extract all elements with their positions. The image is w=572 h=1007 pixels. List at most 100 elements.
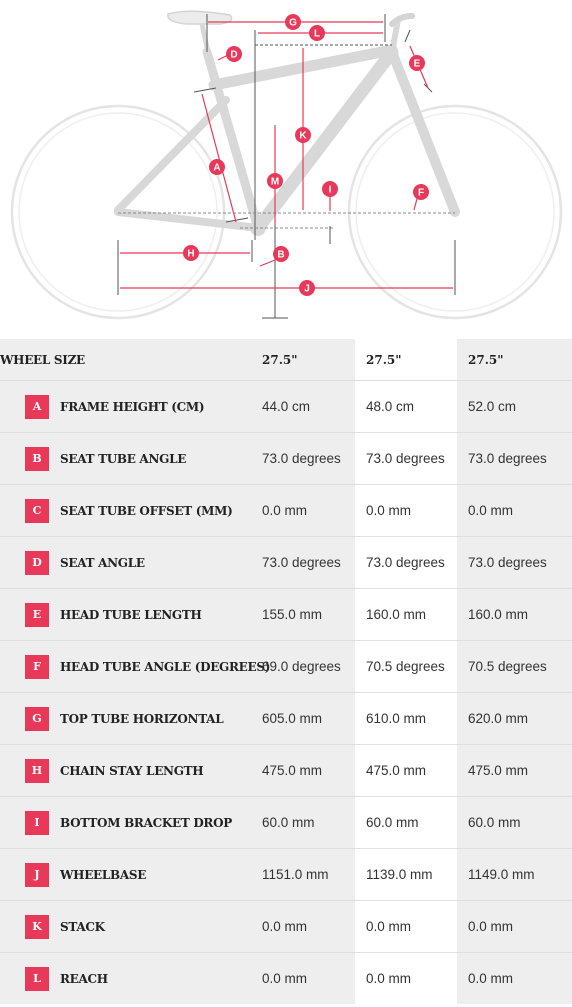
reference-lines bbox=[117, 14, 456, 319]
measurement-key-badge: B bbox=[25, 446, 49, 471]
measurement-value: 0.0 mm bbox=[253, 484, 355, 537]
measurement-value: 1149.0 mm bbox=[457, 848, 572, 901]
marker-d: D bbox=[226, 46, 242, 62]
marker-f: F bbox=[413, 184, 429, 200]
bike-geometry-diagram: G L D E K A M I F H B J bbox=[10, 10, 563, 320]
measurement-value: 475.0 mm bbox=[253, 744, 355, 797]
measurement-value: 73.0 degrees bbox=[253, 432, 355, 485]
measurement-name: C SEAT TUBE OFFSET (MM) bbox=[0, 498, 253, 523]
geometry-table: WHEEL SIZE 27.5" 27.5" 27.5" A FRAME HEIG… bbox=[0, 339, 572, 1004]
wheel-size-value: 27.5" bbox=[457, 339, 572, 381]
measurement-key-badge: F bbox=[25, 654, 49, 679]
marker-a: A bbox=[209, 159, 225, 175]
measurement-value: 475.0 mm bbox=[457, 744, 572, 797]
measurement-name-cell: G TOP TUBE HORIZONTAL bbox=[0, 692, 253, 745]
marker-g-label: G bbox=[289, 18, 297, 29]
measurement-value: 0.0 mm bbox=[355, 484, 457, 537]
measurement-key-badge: E bbox=[25, 602, 49, 627]
marker-a-label: A bbox=[213, 163, 220, 174]
table-row: L REACH 0.0 mm 0.0 mm 0.0 mm bbox=[0, 952, 572, 1004]
measurement-value: 70.5 degrees bbox=[355, 640, 457, 693]
measurement-name: A FRAME HEIGHT (CM) bbox=[0, 394, 253, 419]
marker-l-label: L bbox=[314, 29, 320, 40]
marker-b-label: B bbox=[277, 250, 284, 261]
measurement-value: 475.0 mm bbox=[355, 744, 457, 797]
measurement-name: J WHEELBASE bbox=[0, 862, 253, 887]
measurement-key-badge: G bbox=[25, 706, 49, 731]
marker-h-label: H bbox=[187, 249, 194, 260]
measurement-value: 1151.0 mm bbox=[253, 848, 355, 901]
marker-j-label: J bbox=[304, 284, 310, 295]
geometry-table-body: WHEEL SIZE 27.5" 27.5" 27.5" A FRAME HEIG… bbox=[0, 339, 572, 1004]
measurement-value: 0.0 mm bbox=[457, 900, 572, 953]
measurement-name-cell: I BOTTOM BRACKET DROP bbox=[0, 796, 253, 849]
marker-h: H bbox=[183, 245, 199, 261]
marker-b: B bbox=[273, 246, 289, 262]
measurement-label: STACK bbox=[60, 919, 105, 934]
measurement-value: 69.0 degrees bbox=[253, 640, 355, 693]
measurement-value: 0.0 mm bbox=[355, 952, 457, 1004]
measurement-value: 605.0 mm bbox=[253, 692, 355, 745]
measurement-key-badge: D bbox=[25, 550, 49, 575]
handlebar bbox=[389, 13, 415, 27]
table-row: H CHAIN STAY LENGTH 475.0 mm 475.0 mm 475.0 … bbox=[0, 744, 572, 797]
measurement-name: L REACH bbox=[0, 966, 253, 991]
measurement-name-cell: A FRAME HEIGHT (CM) bbox=[0, 380, 253, 433]
measurement-name-cell: C SEAT TUBE OFFSET (MM) bbox=[0, 484, 253, 537]
measurement-value: 73.0 degrees bbox=[457, 536, 572, 589]
table-row: I BOTTOM BRACKET DROP 60.0 mm 60.0 mm 60.0 m… bbox=[0, 796, 572, 849]
marker-i: I bbox=[322, 181, 338, 197]
table-row: A FRAME HEIGHT (CM) 44.0 cm 48.0 cm 52.0 cm bbox=[0, 380, 572, 433]
measurement-name: G TOP TUBE HORIZONTAL bbox=[0, 706, 253, 731]
measurement-value: 44.0 cm bbox=[253, 380, 355, 433]
table-row: G TOP TUBE HORIZONTAL 605.0 mm 610.0 mm 620.… bbox=[0, 692, 572, 745]
measurement-name-cell: E HEAD TUBE LENGTH bbox=[0, 588, 253, 641]
measurement-name-cell: F HEAD TUBE ANGLE (DEGREES) bbox=[0, 640, 270, 693]
measurement-label: FRAME HEIGHT (CM) bbox=[60, 399, 205, 414]
measurement-value: 52.0 cm bbox=[457, 380, 572, 433]
measurement-key-badge: H bbox=[25, 758, 49, 783]
measurement-name-cell: L REACH bbox=[0, 952, 253, 1004]
wheel-size-value: 27.5" bbox=[253, 339, 355, 381]
measurement-name: D SEAT ANGLE bbox=[0, 550, 253, 575]
marker-g: G bbox=[285, 14, 301, 30]
table-header-row: WHEEL SIZE 27.5" 27.5" 27.5" bbox=[0, 339, 572, 381]
measurement-key-badge: J bbox=[25, 862, 49, 887]
saddle bbox=[167, 10, 233, 53]
measurement-label: WHEELBASE bbox=[60, 867, 147, 882]
measurement-name-cell: B SEAT TUBE ANGLE bbox=[0, 432, 253, 485]
measurement-value: 0.0 mm bbox=[253, 952, 355, 1004]
bike-frame bbox=[114, 17, 460, 236]
measurement-name: H CHAIN STAY LENGTH bbox=[0, 758, 253, 783]
measurement-value: 70.5 degrees bbox=[457, 640, 572, 693]
measurement-label: SEAT ANGLE bbox=[60, 555, 145, 570]
measurement-label: HEAD TUBE LENGTH bbox=[60, 607, 202, 622]
marker-k: K bbox=[295, 127, 311, 143]
measurement-label: CHAIN STAY LENGTH bbox=[60, 763, 204, 778]
measurement-name: B SEAT TUBE ANGLE bbox=[0, 446, 253, 471]
measurement-name-cell: H CHAIN STAY LENGTH bbox=[0, 744, 253, 797]
measurement-value: 160.0 mm bbox=[355, 588, 457, 641]
measurement-value: 1139.0 mm bbox=[355, 848, 457, 901]
measurement-name: E HEAD TUBE LENGTH bbox=[0, 602, 253, 627]
measurement-value: 155.0 mm bbox=[253, 588, 355, 641]
marker-f-label: F bbox=[418, 188, 424, 199]
table-row: E HEAD TUBE LENGTH 155.0 mm 160.0 mm 160.0 m… bbox=[0, 588, 572, 641]
measurement-name-cell: J WHEELBASE bbox=[0, 848, 253, 901]
measurement-value: 0.0 mm bbox=[457, 484, 572, 537]
measurement-key-badge: A bbox=[25, 394, 49, 419]
measurement-key-badge: I bbox=[25, 810, 49, 835]
rear-wheel bbox=[10, 104, 226, 320]
measurement-value: 60.0 mm bbox=[355, 796, 457, 849]
measurement-label: SEAT TUBE ANGLE bbox=[60, 451, 187, 466]
wheel-size-value: 27.5" bbox=[355, 339, 457, 381]
measurement-value: 60.0 mm bbox=[253, 796, 355, 849]
front-wheel bbox=[347, 104, 563, 320]
measurement-value: 48.0 cm bbox=[355, 380, 457, 433]
marker-m: M bbox=[267, 173, 283, 189]
measurement-name: K STACK bbox=[0, 914, 253, 939]
measurement-name: I BOTTOM BRACKET DROP bbox=[0, 810, 253, 835]
measurement-label: HEAD TUBE ANGLE (DEGREES) bbox=[60, 659, 271, 674]
measurement-label: REACH bbox=[60, 971, 108, 986]
measurement-name-cell: D SEAT ANGLE bbox=[0, 536, 253, 589]
